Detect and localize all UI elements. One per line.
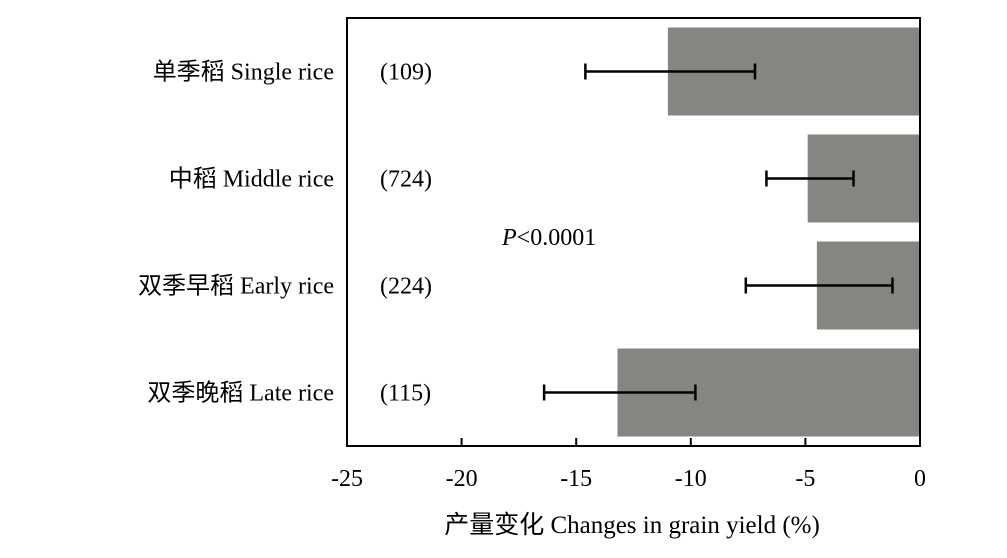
sample-size-labels: (109) (724) (224) (115): [380, 60, 432, 407]
x-tick-label: -5: [795, 466, 815, 492]
x-axis-ticks: -25 -20 -15 -10 -5 0: [331, 438, 926, 492]
category-label: 单季稻 Single rice: [153, 59, 334, 86]
x-tick-label: -15: [560, 466, 592, 492]
bars-layer: [617, 27, 920, 437]
sample-size-label: (224): [380, 274, 432, 300]
x-axis-title: 产量变化 Changes in grain yield (%): [444, 511, 820, 539]
x-tick-label: 0: [914, 466, 926, 492]
category-label: 双季晚稻 Late rice: [147, 380, 334, 407]
error-bars-layer: [542, 63, 894, 401]
p-value-annotation: P<0.0001: [501, 225, 596, 251]
x-tick-label: -20: [446, 466, 478, 492]
category-label: 双季早稻 Early rice: [138, 273, 334, 300]
category-labels: 单季稻 Single rice 中稻 Middle rice 双季早稻 Early …: [138, 59, 334, 407]
sample-size-label: (109): [380, 60, 432, 86]
plot-frame: [346, 17, 921, 447]
category-label: 中稻 Middle rice: [169, 166, 334, 193]
x-tick-label: -25: [331, 466, 363, 492]
sample-size-label: (115): [380, 381, 431, 407]
sample-size-label: (724): [380, 167, 432, 193]
x-tick-label: -10: [675, 466, 707, 492]
